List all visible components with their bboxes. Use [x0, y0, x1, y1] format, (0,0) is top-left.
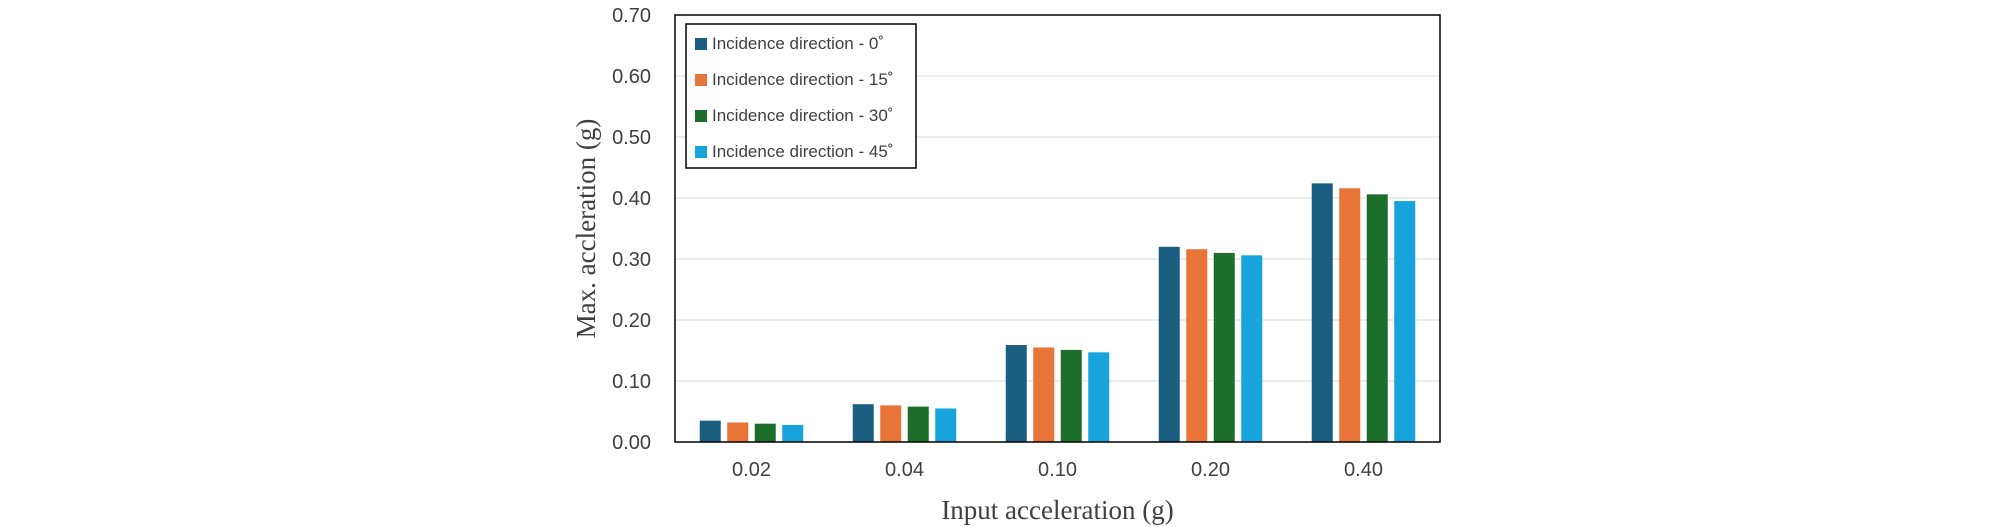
- x-tick-label: 0.40: [1344, 459, 1383, 481]
- bar-0.02-series-0: [699, 420, 721, 442]
- bar-0.20-series-0: [1158, 246, 1180, 442]
- legend-label-3: Incidence direction - 45˚: [712, 142, 893, 161]
- y-tick-label: 0.40: [612, 188, 651, 210]
- bar-0.40-series-0: [1311, 183, 1333, 443]
- legend-label-0: Incidence direction - 0˚: [712, 34, 884, 53]
- bar-0.10-series-3: [1088, 352, 1110, 442]
- bar-0.10-series-2: [1060, 349, 1082, 442]
- bar-0.40-series-2: [1366, 194, 1388, 442]
- bar-0.20-series-2: [1213, 252, 1235, 442]
- bar-0.04-series-2: [907, 406, 929, 442]
- bar-0.20-series-3: [1241, 255, 1263, 442]
- legend-swatch-0: [695, 38, 707, 50]
- x-tick-labels: 0.02 0.04 0.10 0.20 0.40: [732, 459, 1383, 481]
- bar-0.40-series-1: [1339, 188, 1361, 442]
- x-tick-label: 0.04: [885, 459, 924, 481]
- legend-label-1: Incidence direction - 15˚: [712, 70, 893, 89]
- y-tick-label: 0.00: [612, 432, 651, 454]
- bar-0.04-series-1: [880, 405, 902, 442]
- y-tick-label: 0.70: [612, 5, 651, 27]
- bar-0.40-series-3: [1394, 201, 1416, 442]
- legend-swatch-1: [695, 74, 707, 86]
- legend-label-2: Incidence direction - 30˚: [712, 106, 893, 125]
- x-tick-label: 0.10: [1038, 459, 1077, 481]
- bar-0.02-series-1: [727, 422, 749, 442]
- bars: [699, 183, 1416, 443]
- plot-frame: [674, 14, 1441, 443]
- bar-0.04-series-0: [852, 404, 874, 442]
- bar-0.10-series-1: [1033, 347, 1055, 442]
- legend-swatch-3: [695, 146, 707, 158]
- y-tick-label: 0.30: [612, 249, 651, 271]
- bar-0.04-series-3: [935, 408, 957, 442]
- legend-box: [685, 23, 917, 169]
- x-axis-title: Input acceleration (g): [941, 495, 1173, 525]
- x-tick-label: 0.02: [732, 459, 771, 481]
- y-axis-title: Max. accleration (g): [571, 119, 601, 339]
- bar-0.10-series-0: [1005, 345, 1027, 442]
- legend: Incidence direction - 0˚ Incidence direct…: [685, 23, 917, 169]
- y-tick-label: 0.10: [612, 371, 651, 393]
- y-tick-label: 0.50: [612, 127, 651, 149]
- x-tick-label: 0.20: [1191, 459, 1230, 481]
- bar-0.20-series-1: [1186, 249, 1208, 442]
- legend-swatch-2: [695, 110, 707, 122]
- bar-0.02-series-3: [782, 424, 804, 442]
- y-tick-labels: 0.00 0.10 0.20 0.30 0.40 0.50 0.60 0.70: [612, 5, 651, 454]
- y-tick-label: 0.60: [612, 66, 651, 88]
- y-tick-label: 0.20: [612, 310, 651, 332]
- bar-0.02-series-2: [754, 423, 776, 442]
